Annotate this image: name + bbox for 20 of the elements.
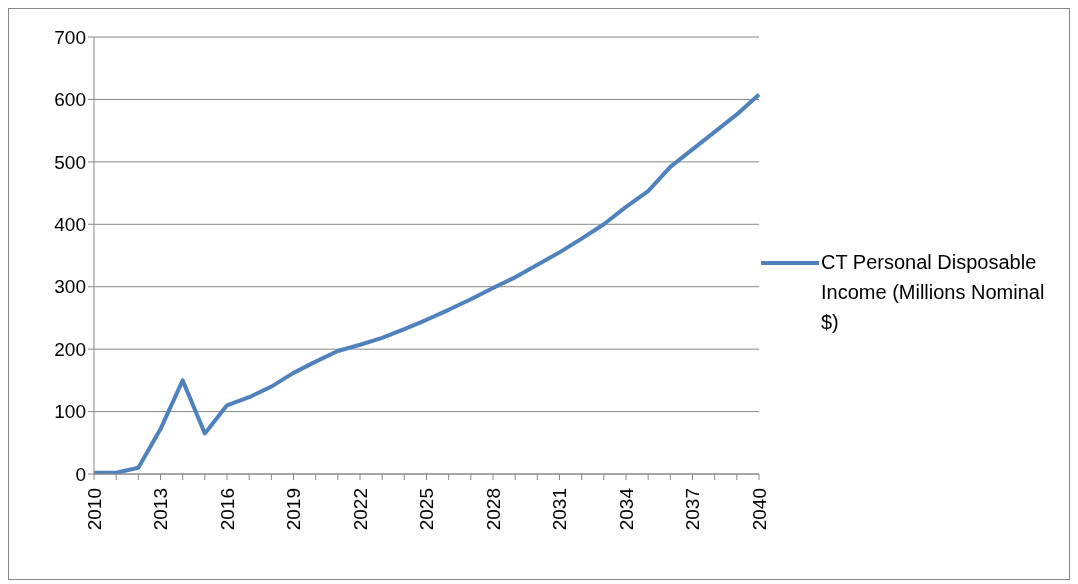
y-tick-label: 300 (54, 276, 86, 298)
x-tick-label: 2028 (482, 488, 504, 531)
x-tick-label: 2034 (615, 487, 637, 531)
y-tick-label: 0 (75, 463, 86, 485)
x-tick-label: 2031 (549, 488, 570, 531)
y-tick-label: 400 (54, 214, 86, 236)
x-tick-label: 2025 (416, 488, 437, 531)
x-tick-label: 2037 (682, 488, 703, 531)
y-tick-label: 100 (54, 401, 86, 423)
x-tick-label: 2040 (748, 488, 770, 531)
y-tick-label: 500 (54, 151, 86, 173)
x-tick-label: 2013 (150, 488, 171, 531)
y-tick-label: 600 (54, 89, 86, 111)
x-tick-label: 2022 (349, 488, 371, 531)
x-tick-label: 2016 (216, 488, 238, 531)
x-tick-label: 2010 (83, 488, 105, 531)
x-tick-label: 2019 (283, 488, 304, 531)
y-tick-label: 700 (54, 26, 86, 48)
legend-label: CT Personal Disposable Income (Millions Nominal $) (821, 250, 1046, 335)
y-tick-label: 200 (54, 338, 86, 360)
